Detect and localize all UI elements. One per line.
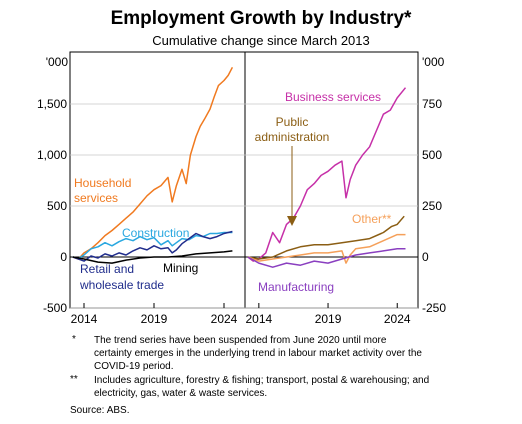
y-tick-label-left: 1,000 [37,148,67,162]
series-line-retail-and-wholesale-trade [72,230,233,262]
series-label-mining: Mining [163,261,198,275]
chart-subtitle: Cumulative change since March 2013 [152,33,370,48]
series-line-other [247,233,406,264]
y-unit-label-right: '000 [422,55,445,69]
public-administration-arrowhead [287,216,297,226]
series-line-manufacturing [247,248,406,268]
series-line-public-administration [247,215,405,260]
y-tick-label-right: 500 [422,148,442,162]
y-tick-label-left: 1,500 [37,97,67,111]
y-tick-label-left: 500 [47,199,67,213]
series-label-public-administration: Public administration [255,115,330,144]
series-line-household-services [72,66,234,260]
x-tick-label: 2019 [315,312,342,326]
series-label-construction: Construction [122,226,189,240]
footnote-double-star-mark: ** [70,374,78,385]
y-tick-label-left: 0 [60,250,67,264]
series-line-mining [72,250,233,264]
y-tick-label-right: -250 [422,301,446,315]
series-label-business-services: Business services [285,90,381,104]
x-tick-label: 2024 [384,312,411,326]
chart-title: Employment Growth by Industry* [110,8,412,29]
y-tick-label-right: 250 [422,199,442,213]
series-label-retail-wholesale: Retail and wholesale trade [79,262,164,292]
x-tick-label: 2019 [141,312,168,326]
x-tick-label: 2014 [71,312,98,326]
y-tick-label-left: -500 [43,301,67,315]
series-line-business-services [247,87,407,262]
y-unit-label-left: '000 [46,55,69,69]
series-label-manufacturing: Manufacturing [258,280,334,294]
series-label-other: Other** [352,212,392,226]
footnote-star-text: The trend series have been suspended fro… [94,335,422,372]
series-label-household-services: Household services [74,176,131,205]
x-tick-label: 2024 [211,312,238,326]
footnote-double-star-text: Includes agriculture, forestry & fishing… [94,375,430,399]
footnote-star-mark: * [72,334,76,345]
y-tick-label-right: 0 [422,250,429,264]
source-note: Source: ABS. [70,405,130,416]
y-tick-label-right: 750 [422,97,442,111]
x-tick-label: 2014 [245,312,272,326]
